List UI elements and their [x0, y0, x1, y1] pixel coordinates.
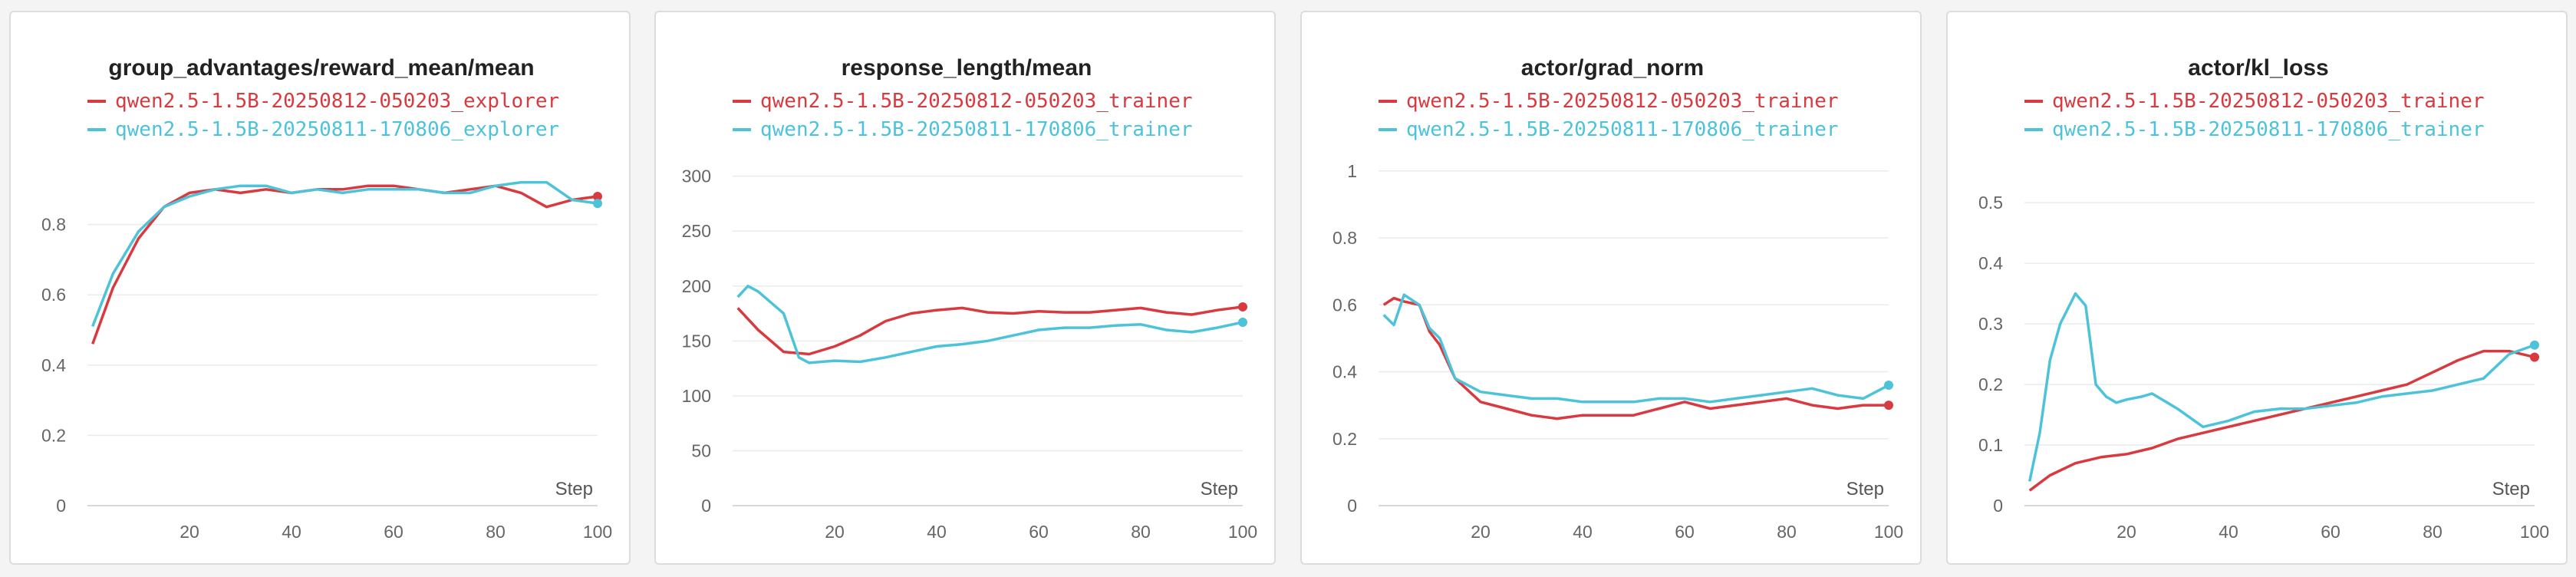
x-axis-label: Step	[555, 479, 593, 500]
y-tick-label: 0.3	[1978, 314, 2003, 334]
y-tick-label: 0	[56, 496, 66, 516]
series-line	[91, 180, 598, 328]
y-tick-label: 1	[1347, 161, 1357, 181]
series-line	[2028, 349, 2535, 492]
x-tick-label: 40	[1573, 522, 1593, 542]
legend-label: qwen2.5-1.5B-20250812-050203_trainer	[1406, 90, 1839, 113]
x-tick-label: 60	[384, 522, 404, 542]
y-tick-label: 0.6	[41, 285, 66, 305]
y-tick-label: 150	[682, 331, 711, 351]
x-tick-label: 20	[1471, 522, 1491, 542]
chart-response-length-svg: response_length/mean qwen2.5-1.5B-2025081…	[682, 55, 1258, 542]
legend-label: qwen2.5-1.5B-20250812-050203_explorer	[115, 90, 559, 113]
series-line	[736, 285, 1244, 364]
y-tick-label: 0.5	[1978, 193, 2003, 213]
chart-grad-norm-svg: actor/grad_norm qwen2.5-1.5B-20250812-050…	[1332, 55, 1903, 542]
legend-label: qwen2.5-1.5B-20250811-170806_trainer	[2052, 118, 2485, 141]
chart-title: group_advantages/reward_mean/mean	[108, 55, 534, 81]
y-tick-label: 0.4	[1978, 253, 2003, 273]
y-tick-label: 0.8	[41, 215, 66, 235]
y-tick-label: 0.8	[1332, 228, 1357, 248]
series-line	[736, 305, 1244, 356]
chart-panel-grad-norm: actor/grad_norm qwen2.5-1.5B-20250812-050…	[1300, 11, 1922, 565]
series-line	[2028, 292, 2535, 482]
y-tick-label: 0	[701, 496, 711, 516]
y-tick-label: 0.2	[1332, 429, 1357, 449]
legend-label: qwen2.5-1.5B-20250811-170806_trainer	[1406, 118, 1839, 141]
series-end-point	[2530, 340, 2539, 350]
legend-label: qwen2.5-1.5B-20250811-170806_trainer	[760, 118, 1193, 141]
series-end-point	[593, 191, 602, 201]
x-tick-label: 40	[282, 522, 301, 542]
x-tick-label: 80	[486, 522, 506, 542]
x-tick-label: 100	[2520, 522, 2549, 542]
y-tick-label: 0	[1993, 496, 2003, 516]
series-end-point	[1884, 380, 1893, 390]
y-tick-label: 0.2	[41, 425, 66, 445]
y-tick-label: 0.4	[1332, 362, 1357, 382]
series-line	[91, 184, 598, 345]
x-tick-label: 80	[1131, 522, 1151, 542]
x-tick-label: 60	[1029, 522, 1049, 542]
y-tick-label: 0	[1347, 496, 1357, 516]
x-axis-label: Step	[1201, 479, 1238, 500]
x-tick-label: 40	[2219, 522, 2238, 542]
chart-panel-reward-mean: group_advantages/reward_mean/mean qwen2.5…	[9, 11, 631, 565]
x-axis-label: Step	[1846, 479, 1884, 500]
y-tick-label: 0.1	[1978, 435, 2003, 455]
x-tick-label: 20	[825, 522, 845, 542]
y-tick-label: 250	[682, 221, 711, 241]
y-tick-label: 300	[682, 167, 711, 186]
chart-panel-kl-loss: actor/kl_loss qwen2.5-1.5B-20250812-05020…	[1946, 11, 2568, 565]
chart-reward-mean-svg: group_advantages/reward_mean/mean qwen2.5…	[41, 55, 612, 542]
x-tick-label: 40	[927, 522, 947, 542]
x-axis-label: Step	[2492, 479, 2530, 500]
y-tick-label: 200	[682, 276, 711, 296]
series-line	[1382, 293, 1889, 404]
series-end-point	[1884, 401, 1893, 410]
x-tick-label: 100	[583, 522, 612, 542]
x-tick-label: 20	[180, 522, 199, 542]
series-end-point	[1238, 317, 1247, 327]
y-tick-label: 100	[682, 386, 711, 406]
y-tick-label: 0.6	[1332, 295, 1357, 315]
x-tick-label: 100	[1874, 522, 1903, 542]
y-tick-label: 0.4	[41, 355, 66, 375]
series-end-point	[1238, 302, 1247, 312]
legend-label: qwen2.5-1.5B-20250812-050203_trainer	[2052, 90, 2485, 113]
x-tick-label: 80	[1777, 522, 1797, 542]
chart-panel-response-length: response_length/mean qwen2.5-1.5B-2025081…	[654, 11, 1276, 565]
series-end-point	[2530, 352, 2539, 362]
series-end-point	[593, 199, 602, 209]
y-tick-label: 0.2	[1978, 374, 2003, 394]
x-tick-label: 80	[2423, 522, 2443, 542]
y-tick-label: 50	[691, 440, 711, 460]
x-tick-label: 100	[1228, 522, 1257, 542]
chart-title: actor/kl_loss	[2188, 55, 2328, 81]
chart-title: actor/grad_norm	[1521, 55, 1704, 81]
legend-label: qwen2.5-1.5B-20250812-050203_trainer	[760, 90, 1193, 113]
chart-title: response_length/mean	[842, 55, 1092, 81]
x-tick-label: 60	[2321, 522, 2340, 542]
chart-kl-loss-svg: actor/kl_loss qwen2.5-1.5B-20250812-05020…	[1978, 55, 2549, 542]
x-tick-label: 20	[2116, 522, 2136, 542]
legend-label: qwen2.5-1.5B-20250811-170806_explorer	[115, 118, 559, 141]
x-tick-label: 60	[1675, 522, 1695, 542]
